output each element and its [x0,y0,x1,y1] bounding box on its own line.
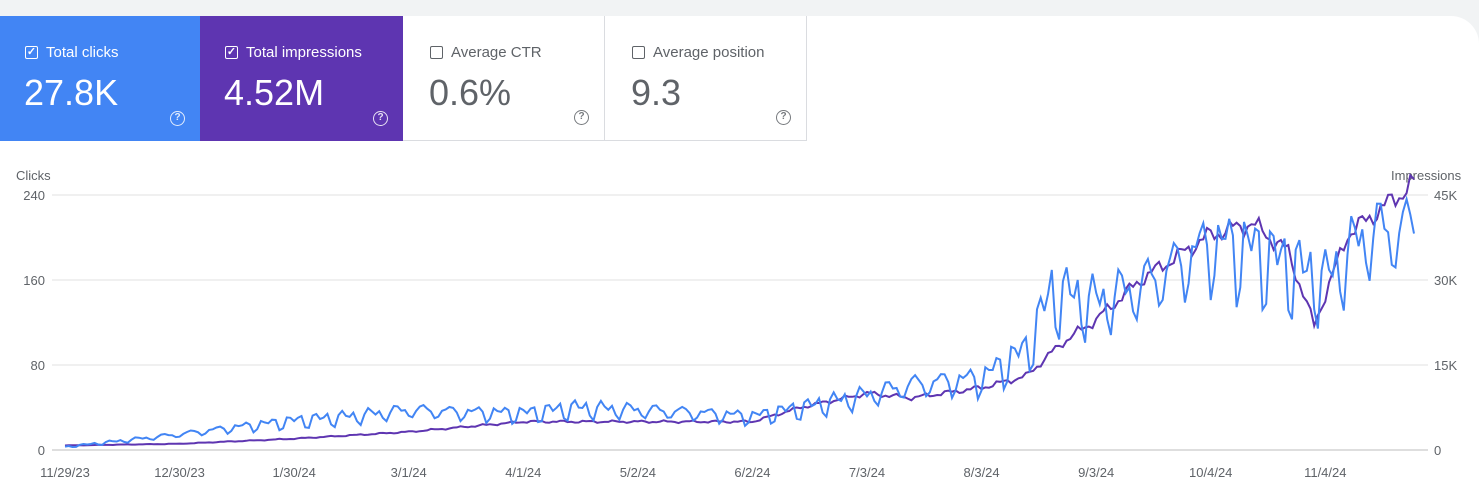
total-clicks-checkbox[interactable]: ✓ [25,46,38,59]
average-ctr-checkbox[interactable] [430,46,443,59]
total-impressions-card[interactable]: ✓ Total impressions 4.52M ? [200,16,403,141]
x-tick-label: 8/3/24 [963,465,1000,480]
x-tick-label: 3/1/24 [390,465,427,480]
average-position-card[interactable]: Average position 9.3 ? [605,16,807,141]
left-y-tick: 160 [23,273,45,288]
help-icon[interactable]: ? [776,110,791,125]
x-tick-label: 11/29/23 [40,465,90,480]
total-clicks-label: Total clicks [46,44,119,61]
x-tick-label: 7/3/24 [848,465,886,480]
left-y-tick: 0 [37,443,45,458]
x-tick-label: 4/1/24 [505,465,542,480]
total-clicks-card[interactable]: ✓ Total clicks 27.8K ? [0,16,200,141]
average-ctr-card[interactable]: Average CTR 0.6% ? [403,16,605,141]
right-y-tick: 15K [1434,358,1458,373]
average-position-label: Average position [653,44,765,61]
total-impressions-checkbox[interactable]: ✓ [225,46,238,59]
x-tick-label: 5/2/24 [619,465,656,480]
total-impressions-label: Total impressions [246,44,362,61]
x-tick-label: 11/4/24 [1304,465,1347,480]
right-y-tick: 30K [1434,273,1458,288]
left-axis-title: Clicks [16,168,51,183]
x-tick-label: 6/2/24 [734,465,771,480]
help-icon[interactable]: ? [170,111,185,126]
help-icon[interactable]: ? [373,111,388,126]
help-icon[interactable]: ? [574,110,589,125]
x-tick-label: 1/30/24 [272,465,316,480]
right-y-tick: 45K [1434,188,1458,203]
average-position-checkbox[interactable] [632,46,645,59]
x-tick-label: 10/4/24 [1189,465,1233,480]
left-y-tick: 80 [30,358,45,373]
x-tick-label: 12/30/23 [154,465,205,480]
average-ctr-label: Average CTR [451,44,542,61]
total-clicks-value: 27.8K [24,72,119,113]
x-tick-label: 9/3/24 [1078,465,1115,480]
metric-cards: ✓ Total clicks 27.8K ? ✓ Total impressio… [0,16,807,141]
impressions-line [64,173,1415,447]
average-ctr-value: 0.6% [429,72,512,113]
average-position-value: 9.3 [631,72,682,113]
clicks-line [64,195,1415,449]
right-y-tick: 0 [1434,443,1442,458]
total-impressions-value: 4.52M [224,72,325,113]
left-y-tick: 240 [23,188,45,203]
